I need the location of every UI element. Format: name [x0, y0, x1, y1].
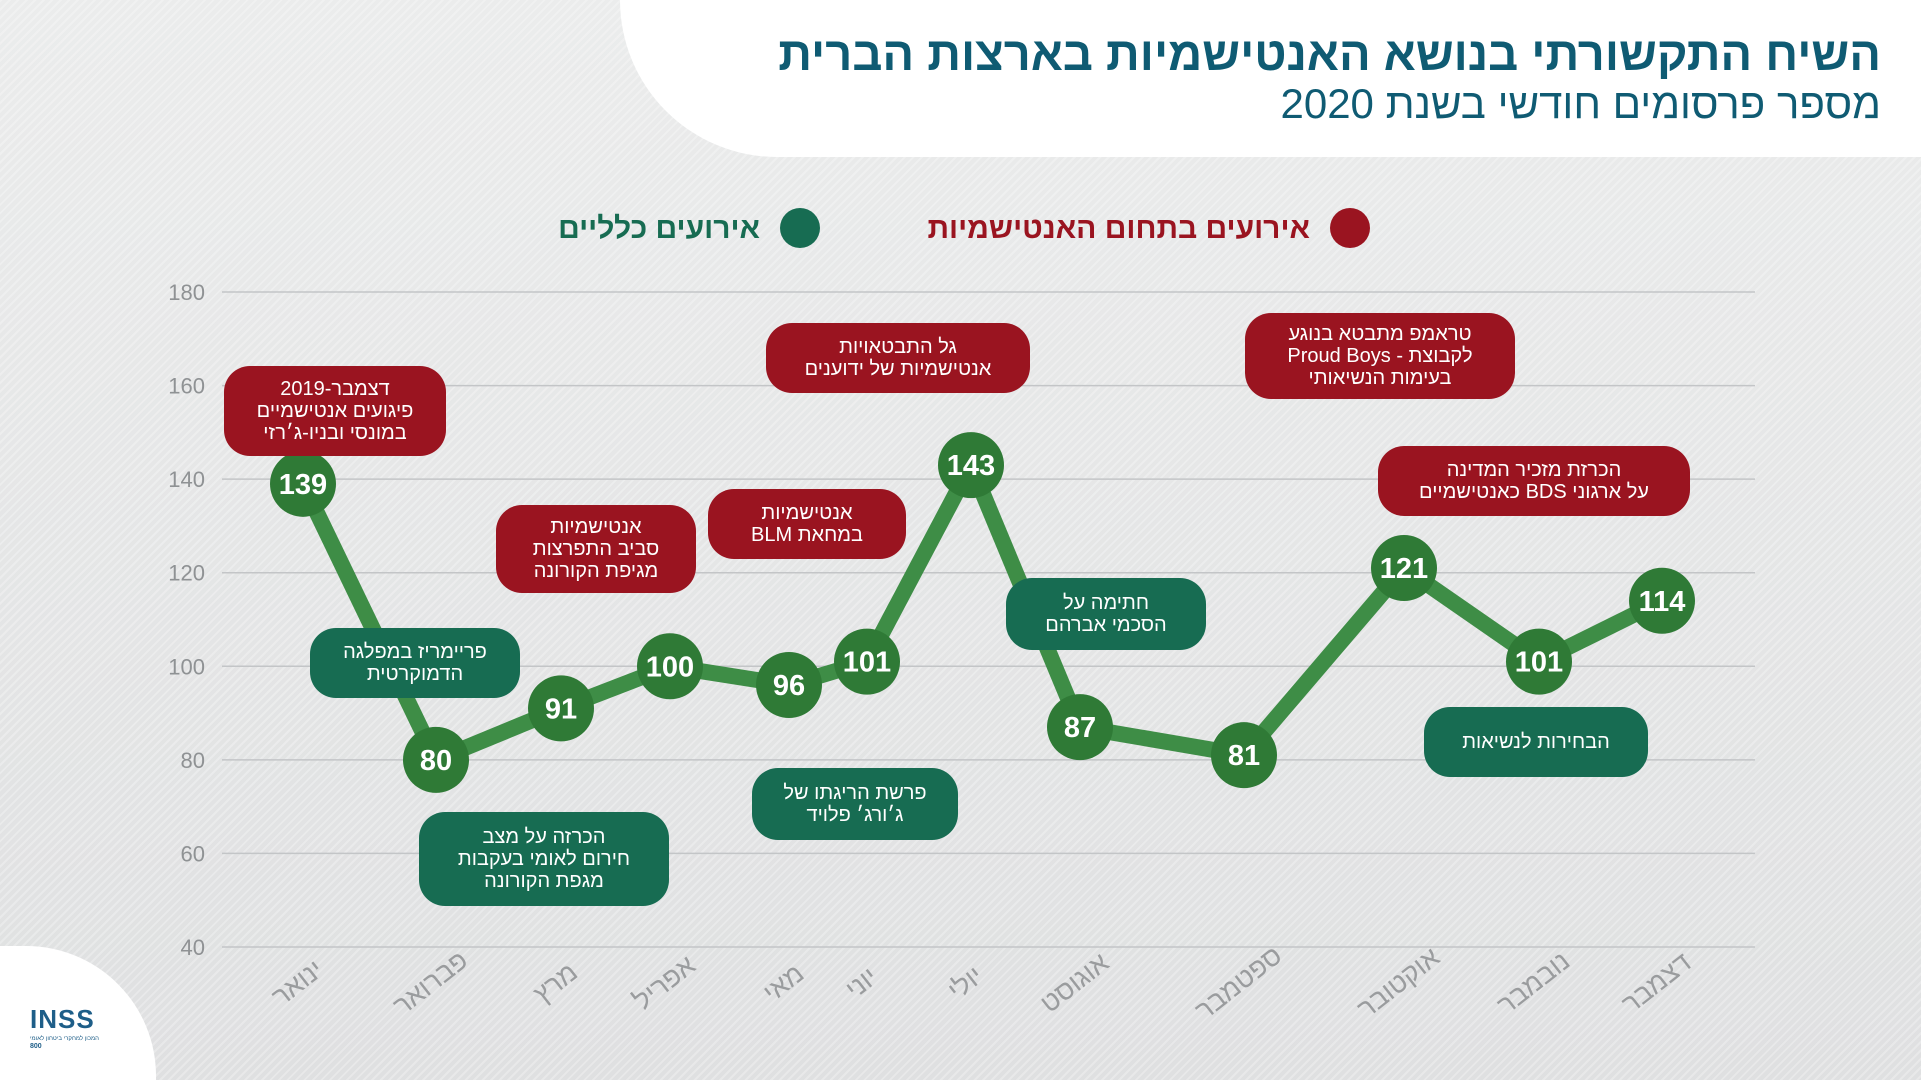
x-tick-label: מרץ	[528, 957, 583, 1009]
annotation-antisemitic-mar: אנטישמיות סביב התפרצות מגיפת הקורונה	[496, 505, 696, 593]
data-point	[403, 726, 469, 793]
y-tick-label: 80	[181, 748, 205, 773]
x-tick-label: נובמבר	[1492, 946, 1576, 1021]
annotation-general-nov: הבחירות לנשיאות	[1424, 707, 1648, 777]
title-panel: השיח התקשורתי בנושא האנטישמיות בארצות הב…	[620, 0, 1921, 157]
data-label: 91	[545, 693, 577, 725]
data-label: 114	[1639, 586, 1686, 618]
y-tick-label: 180	[168, 280, 205, 305]
chart-subtitle: מספר פרסומים חודשי בשנת 2020	[1280, 80, 1881, 127]
annotation-general-may: פרשת הריגתו של ג׳ורג׳ פלויד	[752, 768, 958, 840]
data-point	[1629, 567, 1695, 634]
x-axis-ticks: ינואר פברואר מרץ אפריל מאי יוני יולי אוגוסט ספטמ…	[266, 940, 1697, 1026]
data-point	[1371, 535, 1437, 602]
legend-dot-antisemitic	[1330, 208, 1370, 248]
annotation-antisemitic-may: אנטישמיות במחאת BLM	[708, 489, 906, 559]
y-tick-label: 140	[168, 467, 205, 492]
x-tick-label: ספטמבר	[1190, 940, 1288, 1026]
data-point	[270, 450, 336, 517]
data-label: 101	[843, 647, 891, 679]
inss-logo: INSS המכון למחקרי ביטחון לאומי 800	[30, 1004, 110, 1050]
data-label: 80	[420, 745, 452, 777]
data-label: 143	[947, 450, 995, 482]
legend-item-antisemitic: אירועים בתחום האנטישמיות	[910, 206, 1370, 250]
x-tick-label: יוני	[840, 961, 883, 1004]
x-tick-label: מאי	[757, 958, 809, 1008]
annotation-antisemitic-nov: הכרזת מזכיר המדינה על ארגוני BDS כאנטישמ…	[1378, 446, 1690, 516]
legend-label-general: אירועים כלליים	[558, 212, 760, 245]
logo-years: 800	[30, 1043, 42, 1050]
x-tick-label: ינואר	[266, 954, 329, 1012]
data-label: 139	[279, 469, 327, 501]
y-tick-label: 120	[168, 561, 205, 586]
data-series: 139 80 91 100 96 101 143 87 81 121 101 114	[270, 432, 1695, 793]
data-label: 121	[1380, 553, 1428, 585]
x-tick-label: יולי	[942, 960, 988, 1005]
annotation-antisemitic-oct: טראמפ מתבטא בנוגע לקבוצת - Proud Boys בע…	[1245, 313, 1515, 399]
data-label: 87	[1064, 712, 1096, 744]
y-tick-label: 60	[181, 841, 205, 866]
legend-item-general: אירועים כלליים	[540, 206, 820, 250]
legend-label-antisemitic: אירועים בתחום האנטישמיות	[927, 212, 1310, 245]
x-tick-label: אוקטובר	[1352, 942, 1445, 1024]
data-point	[1506, 628, 1572, 695]
data-point	[528, 675, 594, 742]
x-tick-label: אוגוסט	[1035, 947, 1115, 1019]
y-tick-label: 160	[168, 374, 205, 399]
data-point	[938, 432, 1004, 499]
y-axis-ticks: 40 60 80 100 120 140 160 180	[168, 280, 205, 960]
x-tick-label: דצמבר	[1616, 947, 1697, 1019]
x-tick-label: אפריל	[628, 950, 701, 1016]
data-label: 96	[773, 670, 805, 702]
logo-mark: INSS	[30, 1004, 95, 1034]
annotation-antisemitic-jul: גל התבטאויות אנטישמיות של ידוענים	[766, 323, 1030, 393]
logo-subtext: המכון למחקרי ביטחון לאומי	[30, 1036, 99, 1042]
annotation-antisemitic-jan: דצמבר-2019 פיגועים אנטישמיים במונסי ובני…	[224, 366, 446, 456]
data-point	[834, 628, 900, 695]
x-tick-label: פברואר	[388, 945, 474, 1021]
data-point	[1047, 694, 1113, 761]
chart-title: השיח התקשורתי בנושא האנטישמיות בארצות הב…	[778, 27, 1881, 80]
annotation-general-aug: חתימה על הסכמי אברהם	[1006, 578, 1206, 650]
data-label: 101	[1515, 647, 1563, 679]
annotation-general-feb-primaries: פריימריז במפלגה הדמוקרטית	[310, 628, 520, 698]
data-point	[1211, 722, 1277, 789]
y-tick-label: 100	[168, 654, 205, 679]
annotation-general-feb-emergency: הכרזה על מצב חירום לאומי בעקבות מגפת הקו…	[419, 812, 669, 906]
legend-dot-general	[780, 208, 820, 248]
data-label: 81	[1228, 740, 1260, 772]
data-point	[756, 652, 822, 718]
data-point	[637, 633, 703, 700]
data-label: 100	[646, 651, 694, 683]
y-tick-label: 40	[181, 935, 205, 960]
